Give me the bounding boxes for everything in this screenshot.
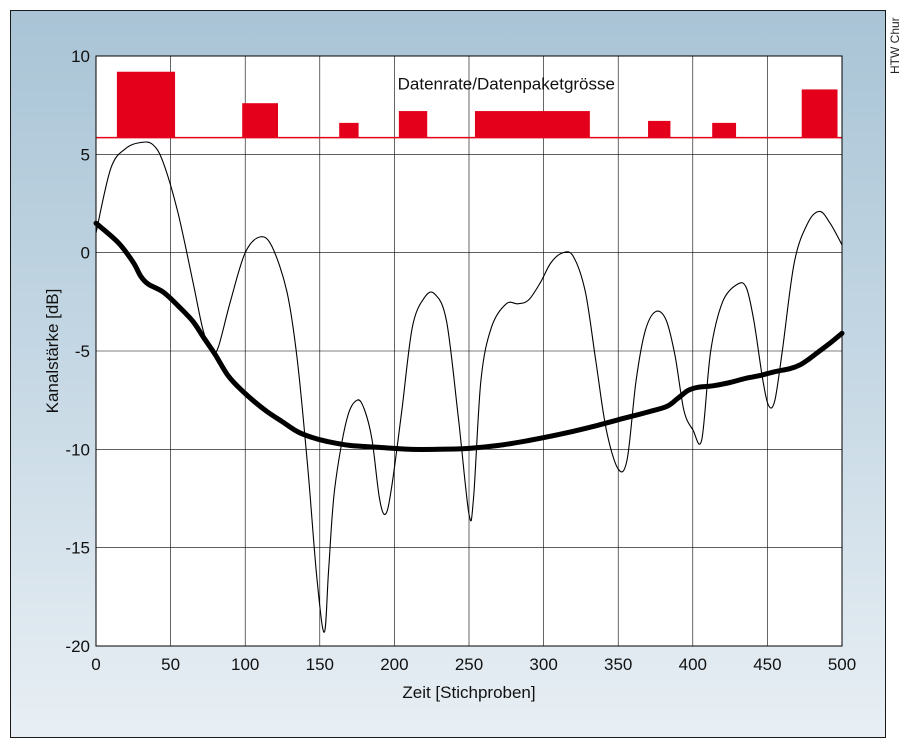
data-rate-bar <box>116 71 176 138</box>
x-tick-label: 500 <box>828 655 856 674</box>
y-tick-label: -10 <box>65 440 90 459</box>
y-tick-label: 0 <box>81 244 90 263</box>
x-axis-label: Zeit [Stichproben] <box>402 683 535 702</box>
y-tick-label: 5 <box>81 145 90 164</box>
x-tick-label: 300 <box>529 655 557 674</box>
data-rate-bar <box>474 111 590 138</box>
bars-group <box>116 71 838 138</box>
data-rate-bar <box>712 122 737 138</box>
x-tick-label: 50 <box>161 655 180 674</box>
x-tick-label: 150 <box>306 655 334 674</box>
tick-labels: 0 50 100 150 200 250 300 350 400 450 5001050-5-10-… <box>65 47 856 674</box>
y-tick-label: -15 <box>65 539 90 558</box>
data-rate-bar <box>339 122 359 138</box>
x-tick-label: 100 <box>231 655 259 674</box>
y-tick-label: -20 <box>65 637 90 656</box>
x-tick-label: 200 <box>380 655 408 674</box>
data-rate-bar <box>801 89 838 138</box>
bars-annotation: Datenrate/Datenpaketgrösse <box>398 74 615 93</box>
plot-border <box>95 55 843 647</box>
y-axis-label: Kanalstärke [dB] <box>43 289 62 414</box>
data-rate-bar <box>398 111 428 138</box>
y-tick-label: -5 <box>75 342 90 361</box>
channel-strength-average-line <box>93 220 845 453</box>
x-tick-label: 350 <box>604 655 632 674</box>
channel-strength-line <box>95 141 843 633</box>
x-tick-label: 0 <box>91 655 100 674</box>
x-tick-label: 250 <box>455 655 483 674</box>
x-tick-label: 450 <box>753 655 781 674</box>
data-rate-bar <box>242 103 279 138</box>
y-tick-label: 10 <box>71 47 90 66</box>
x-tick-label: 400 <box>679 655 707 674</box>
lines-group <box>93 141 845 633</box>
data-rate-bar <box>648 120 671 138</box>
